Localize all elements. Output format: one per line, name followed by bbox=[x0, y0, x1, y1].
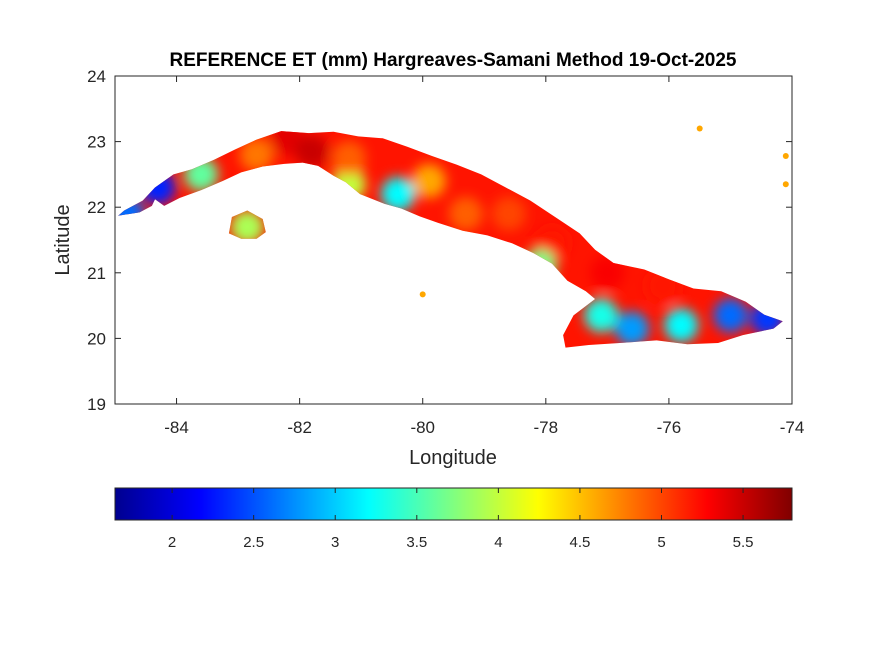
x-axis: -84 -82 -80 -78 -76 -74 bbox=[164, 76, 804, 437]
colorbar-tick-label: 4 bbox=[494, 534, 502, 551]
et-cell: Cienfuegos: 3.2 bbox=[381, 177, 416, 212]
colorbar-tick-label: 4.5 bbox=[569, 534, 590, 551]
et-cell: Holguin: 5.2 bbox=[645, 268, 680, 303]
et-cell: Las Tunas: 5.3 bbox=[590, 255, 625, 290]
x-tick-label: -80 bbox=[410, 418, 435, 437]
et-cell: Ciego de Avila: 5 bbox=[491, 196, 526, 231]
et-cell: Pinar del Rio west tip: 2.3 bbox=[141, 170, 176, 205]
colorbar-tick-label: 3 bbox=[331, 534, 339, 551]
et-cell: Isla de la Juventud: 3.9 bbox=[230, 209, 265, 244]
x-tick-label: -76 bbox=[657, 418, 682, 437]
plot-area-frame bbox=[114, 75, 793, 405]
et-cell: Mayabeque: 5.5 bbox=[294, 134, 329, 169]
colorbar-tick-label: 2.5 bbox=[243, 534, 264, 551]
et-cell: Santiago de Cuba: 3.2 bbox=[664, 308, 699, 343]
et-cell: Sierra Maestra: 2.8 bbox=[615, 311, 649, 346]
chart-title: REFERENCE ET (mm) Hargreaves-Samani Meth… bbox=[170, 50, 737, 71]
et-raster: Pinar del Rio west tip: 2.3Guanahacabibe… bbox=[118, 131, 783, 348]
colorbar-ticks: 2 2.5 3 3.5 4 4.5 5 5.5 bbox=[168, 488, 754, 551]
y-tick-label: 21 bbox=[87, 264, 106, 283]
x-tick-label: -84 bbox=[164, 418, 189, 437]
y-axis-label: Latitude bbox=[52, 204, 74, 275]
offshore-key bbox=[782, 181, 789, 188]
y-tick-label: 20 bbox=[87, 329, 106, 348]
colorbar-tick-label: 5 bbox=[657, 534, 665, 551]
y-tick-label: 22 bbox=[87, 198, 106, 217]
x-tick-label: -78 bbox=[534, 418, 559, 437]
y-axis: 19 20 21 22 23 24 bbox=[87, 67, 792, 414]
et-cell: Matanzas: 4.9 bbox=[331, 141, 366, 175]
et-cell: Artemisa: 4.8 bbox=[239, 137, 274, 172]
x-tick-label: -82 bbox=[287, 418, 312, 437]
colorbar bbox=[114, 487, 793, 521]
y-tick-label: 24 bbox=[87, 67, 106, 86]
x-axis-label: Longitude bbox=[409, 447, 497, 469]
y-tick-label: 19 bbox=[87, 395, 106, 414]
offshore-key bbox=[419, 291, 426, 298]
et-cell: Camaguey south: 3.7 bbox=[522, 249, 557, 284]
et-cell: Guantanamo: 2.6 bbox=[713, 298, 748, 333]
offshore-key bbox=[696, 125, 703, 132]
colorbar-tick-label: 3.5 bbox=[406, 534, 427, 551]
et-cell: Sancti Spiritus: 4.9 bbox=[448, 196, 483, 231]
et-cell: Baracoa: 2.4 bbox=[750, 301, 783, 336]
colorbar-tick-label: 2 bbox=[168, 534, 176, 551]
colorbar-tick-label: 5.5 bbox=[733, 534, 754, 551]
y-tick-label: 23 bbox=[87, 133, 106, 152]
offshore-key bbox=[782, 153, 789, 159]
et-cell: Granma: 3.3 bbox=[584, 298, 619, 333]
et-cell: Pinar del Rio central: 3.6 bbox=[184, 157, 219, 192]
x-tick-label: -74 bbox=[780, 418, 805, 437]
et-cell: Villa Clara: 4.6 bbox=[411, 164, 446, 198]
map-layer: Pinar del Rio west tip: 2.3Guanahacabibe… bbox=[118, 125, 789, 348]
